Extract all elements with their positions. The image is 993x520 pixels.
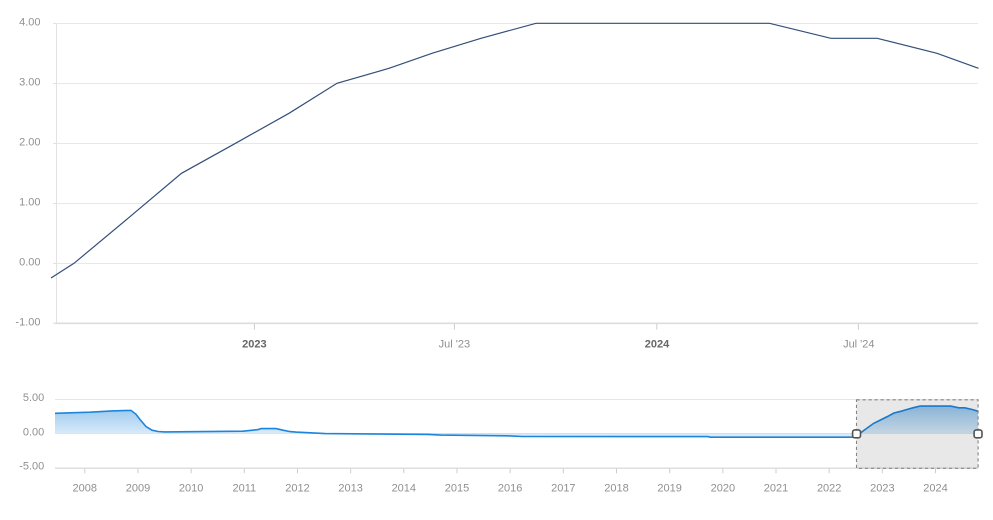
svg-text:Jul '23: Jul '23 [439, 339, 470, 351]
svg-text:2009: 2009 [126, 483, 150, 495]
svg-text:2011: 2011 [232, 483, 256, 495]
svg-text:2.00: 2.00 [19, 136, 40, 148]
svg-text:2017: 2017 [551, 483, 575, 495]
svg-text:2010: 2010 [179, 483, 203, 495]
svg-text:2020: 2020 [711, 483, 735, 495]
svg-text:1.00: 1.00 [19, 196, 40, 208]
svg-text:2008: 2008 [73, 483, 97, 495]
svg-text:2018: 2018 [604, 483, 628, 495]
svg-text:2024: 2024 [923, 483, 947, 495]
svg-text:2015: 2015 [445, 483, 469, 495]
svg-text:-5.00: -5.00 [19, 461, 44, 473]
svg-text:2023: 2023 [870, 483, 894, 495]
svg-text:Jul '24: Jul '24 [843, 339, 874, 351]
svg-text:2012: 2012 [285, 483, 309, 495]
svg-text:2021: 2021 [764, 483, 788, 495]
svg-text:5.00: 5.00 [23, 392, 44, 404]
svg-text:2019: 2019 [657, 483, 681, 495]
svg-text:4.00: 4.00 [19, 16, 40, 28]
svg-text:0.00: 0.00 [19, 256, 40, 268]
svg-text:3.00: 3.00 [19, 76, 40, 88]
svg-text:2024: 2024 [645, 339, 670, 351]
svg-text:-1.00: -1.00 [15, 316, 40, 328]
svg-text:0.00: 0.00 [23, 426, 44, 438]
svg-text:2022: 2022 [817, 483, 841, 495]
svg-text:2023: 2023 [242, 339, 266, 351]
svg-text:2013: 2013 [338, 483, 362, 495]
svg-text:2016: 2016 [498, 483, 522, 495]
svg-text:2014: 2014 [392, 483, 416, 495]
